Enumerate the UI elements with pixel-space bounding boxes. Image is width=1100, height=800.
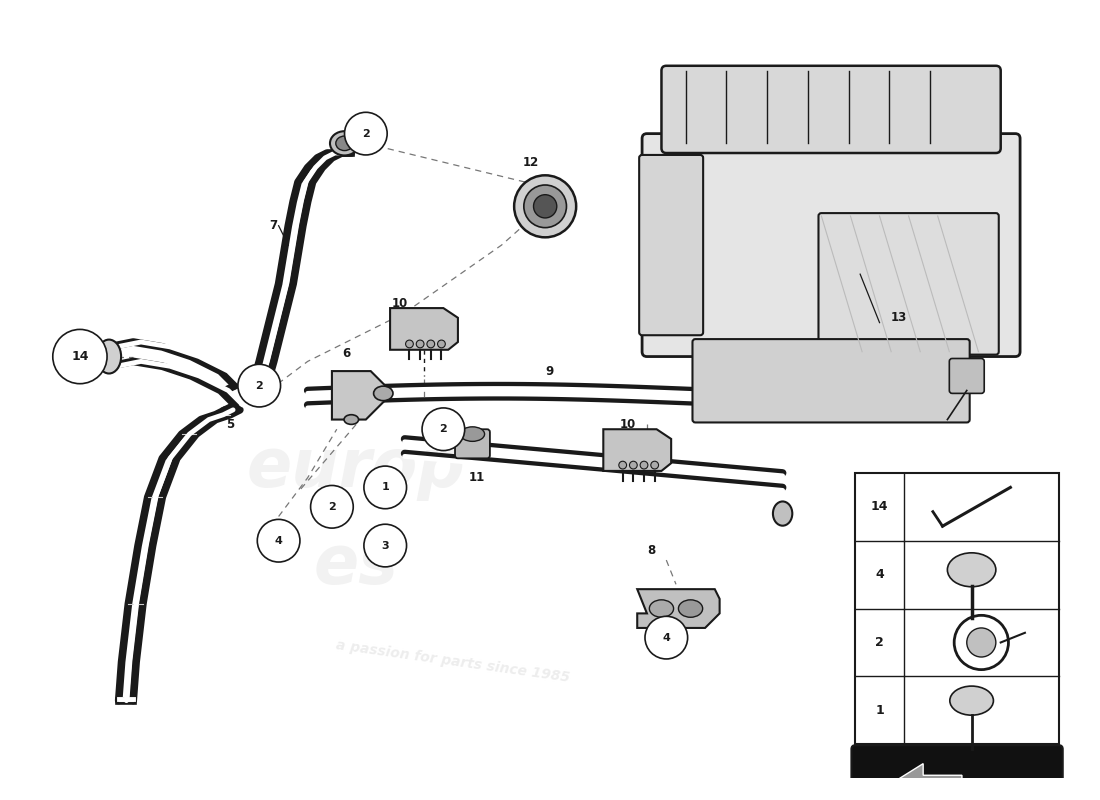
FancyBboxPatch shape bbox=[949, 358, 984, 394]
Polygon shape bbox=[878, 788, 961, 800]
Circle shape bbox=[514, 175, 576, 238]
Text: 1: 1 bbox=[876, 704, 884, 717]
Polygon shape bbox=[637, 589, 719, 628]
Circle shape bbox=[257, 519, 300, 562]
Text: a passion for parts since 1985: a passion for parts since 1985 bbox=[336, 638, 571, 686]
Ellipse shape bbox=[679, 600, 703, 618]
FancyBboxPatch shape bbox=[661, 66, 1001, 153]
Circle shape bbox=[422, 408, 464, 450]
Text: 9: 9 bbox=[546, 365, 554, 378]
Text: 14: 14 bbox=[871, 500, 889, 514]
Circle shape bbox=[438, 340, 446, 348]
Text: 6: 6 bbox=[342, 347, 351, 360]
Circle shape bbox=[344, 112, 387, 155]
Ellipse shape bbox=[947, 553, 996, 586]
Text: 819 01: 819 01 bbox=[981, 786, 1040, 800]
FancyBboxPatch shape bbox=[693, 339, 970, 422]
Polygon shape bbox=[603, 430, 671, 471]
Circle shape bbox=[310, 486, 353, 528]
Text: 11: 11 bbox=[470, 471, 485, 484]
Ellipse shape bbox=[460, 427, 485, 442]
Text: 5: 5 bbox=[226, 418, 234, 431]
Ellipse shape bbox=[336, 136, 353, 150]
Text: 2: 2 bbox=[876, 636, 884, 649]
Text: europ: europ bbox=[246, 435, 465, 501]
Text: 2: 2 bbox=[440, 424, 448, 434]
Circle shape bbox=[406, 340, 414, 348]
FancyBboxPatch shape bbox=[856, 473, 1059, 744]
FancyBboxPatch shape bbox=[642, 134, 1020, 357]
Circle shape bbox=[534, 194, 557, 218]
Text: 10: 10 bbox=[619, 418, 636, 431]
Circle shape bbox=[645, 616, 688, 659]
Circle shape bbox=[364, 524, 407, 567]
Ellipse shape bbox=[949, 686, 993, 715]
Text: 2: 2 bbox=[362, 129, 370, 138]
FancyBboxPatch shape bbox=[639, 155, 703, 335]
Text: 14: 14 bbox=[72, 350, 89, 363]
Text: 10: 10 bbox=[392, 297, 408, 310]
Text: 13: 13 bbox=[891, 311, 908, 324]
Circle shape bbox=[640, 462, 648, 469]
Text: 2: 2 bbox=[255, 381, 263, 390]
Circle shape bbox=[427, 340, 434, 348]
Circle shape bbox=[629, 462, 637, 469]
Circle shape bbox=[238, 364, 280, 407]
Text: 4: 4 bbox=[662, 633, 670, 642]
Ellipse shape bbox=[773, 502, 792, 526]
Polygon shape bbox=[390, 308, 458, 350]
Text: 12: 12 bbox=[522, 156, 539, 170]
Circle shape bbox=[53, 330, 107, 384]
Text: 4: 4 bbox=[275, 536, 283, 546]
Circle shape bbox=[619, 462, 627, 469]
Text: 8: 8 bbox=[648, 544, 656, 557]
Text: 3: 3 bbox=[382, 541, 389, 550]
Polygon shape bbox=[332, 371, 385, 419]
Text: 7: 7 bbox=[270, 219, 278, 232]
Circle shape bbox=[524, 185, 567, 228]
FancyBboxPatch shape bbox=[818, 213, 999, 354]
Circle shape bbox=[967, 628, 996, 657]
Text: es: es bbox=[314, 532, 398, 598]
FancyBboxPatch shape bbox=[851, 746, 1063, 800]
Polygon shape bbox=[884, 764, 961, 800]
Ellipse shape bbox=[97, 339, 121, 374]
Text: 1: 1 bbox=[382, 482, 389, 492]
Ellipse shape bbox=[330, 131, 359, 155]
Ellipse shape bbox=[344, 414, 359, 424]
Text: 4: 4 bbox=[876, 568, 884, 581]
Text: 2: 2 bbox=[328, 502, 336, 512]
Circle shape bbox=[416, 340, 424, 348]
FancyBboxPatch shape bbox=[455, 430, 490, 458]
Ellipse shape bbox=[649, 600, 673, 618]
Circle shape bbox=[364, 466, 407, 509]
Circle shape bbox=[651, 462, 659, 469]
Ellipse shape bbox=[374, 386, 393, 401]
